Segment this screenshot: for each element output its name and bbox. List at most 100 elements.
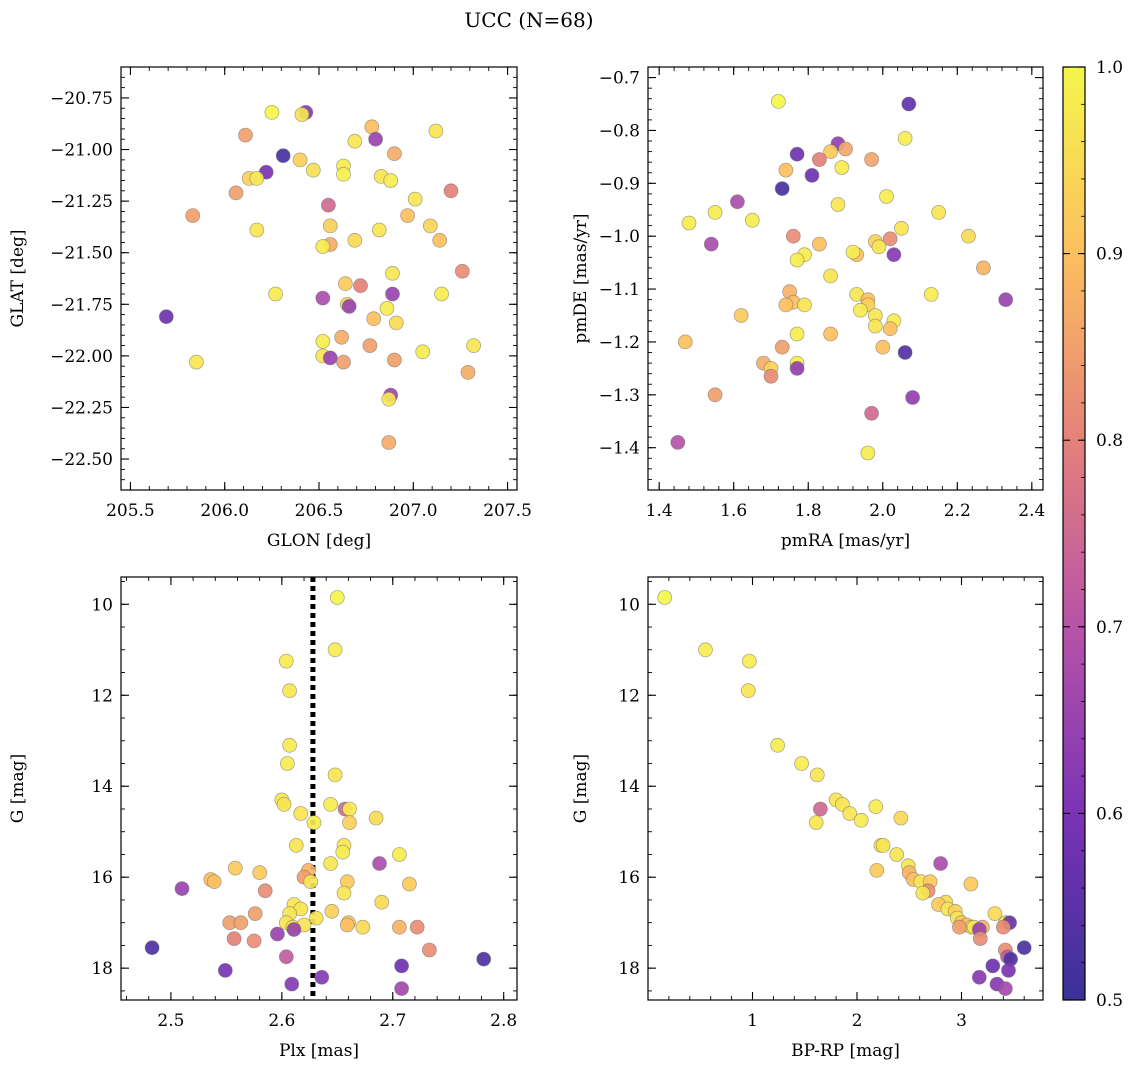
y-tick-label: −0.8 <box>599 121 640 141</box>
data-point <box>324 903 340 919</box>
data-point <box>707 387 723 403</box>
data-point <box>293 806 309 821</box>
scatter-points <box>144 590 492 996</box>
data-point <box>294 107 310 122</box>
plot-frame <box>647 576 1044 1001</box>
data-point <box>366 311 382 327</box>
y-tick-label: 12 <box>91 686 113 706</box>
data-point <box>335 844 351 860</box>
data-point <box>385 265 400 281</box>
colorbar-tick-label: 0.6 <box>1096 804 1123 824</box>
x-tick-label: 2.4 <box>1018 501 1045 521</box>
data-point <box>339 917 355 933</box>
x-axis-label: BP-RP [mag] <box>791 1041 900 1061</box>
y-axis-label: pmDE [mas/yr] <box>571 213 591 343</box>
data-point <box>264 105 280 120</box>
data-point <box>853 812 869 828</box>
y-tick-label: 18 <box>91 959 113 979</box>
y-tick-label: −1.1 <box>599 280 640 300</box>
data-point <box>342 815 357 830</box>
x-tick-label: 2 <box>852 1011 863 1031</box>
data-point <box>454 263 470 279</box>
plot-frame <box>120 66 518 491</box>
y-tick-label: −21.75 <box>50 295 113 315</box>
data-point <box>1001 963 1016 978</box>
colorbar-tick-label: 1.0 <box>1096 58 1123 78</box>
data-point <box>282 737 298 753</box>
data-point <box>434 286 450 302</box>
data-point <box>742 653 757 669</box>
data-point <box>707 204 723 220</box>
data-point <box>327 642 343 658</box>
data-point <box>323 797 339 812</box>
y-tick-label: −22.50 <box>50 450 113 470</box>
data-point <box>733 308 749 323</box>
data-point <box>998 981 1013 996</box>
data-point <box>374 894 390 910</box>
x-axis-ticks: 2.5 2.6 2.7 2.8 <box>126 577 517 1031</box>
data-point <box>144 940 160 956</box>
data-point <box>158 309 174 325</box>
y-axis-label: G [mag] <box>8 754 28 823</box>
data-point <box>246 933 262 949</box>
data-point <box>985 958 1001 974</box>
data-point <box>778 297 794 313</box>
data-point <box>976 260 991 276</box>
data-point <box>368 131 384 147</box>
data-point <box>771 94 786 109</box>
data-point <box>763 368 779 384</box>
y-tick-label: −22.25 <box>50 398 113 418</box>
data-point <box>670 434 686 450</box>
x-tick-label: 3 <box>956 1011 967 1031</box>
panel-1: 205.5 206.0 206.5 207.0 207.5 −20.75 −21.00 −21… <box>8 66 532 551</box>
data-point <box>315 239 331 254</box>
data-point <box>875 339 891 355</box>
data-point <box>864 405 879 421</box>
x-tick-label: 2.5 <box>157 1011 184 1031</box>
x-axis-ticks: 1 2 3 <box>647 577 1025 1031</box>
data-point <box>931 204 947 220</box>
data-point <box>381 391 397 407</box>
y-tick-label: −0.7 <box>599 69 640 89</box>
data-point <box>882 321 898 337</box>
data-point <box>206 874 222 890</box>
y-tick-label: −1.0 <box>599 227 640 247</box>
data-point <box>812 236 827 252</box>
y-axis-ticks: −0.7 −0.8 −0.9 −1.0 −1.1 −1.2 −1.3 −1.4 <box>599 69 1043 480</box>
data-point <box>657 590 673 605</box>
x-tick-label: 1 <box>747 1011 758 1031</box>
data-point <box>797 297 812 313</box>
data-point <box>386 352 402 368</box>
data-point <box>905 390 920 405</box>
data-point <box>1016 940 1032 956</box>
data-point <box>823 326 838 342</box>
x-axis-label: pmRA [mas/yr] <box>781 531 910 551</box>
data-point <box>320 197 336 213</box>
data-point <box>794 756 809 771</box>
data-point <box>740 683 756 699</box>
x-tick-label: 207.0 <box>389 501 438 521</box>
y-tick-label: 14 <box>618 777 640 797</box>
data-point <box>774 339 790 355</box>
y-tick-label: 16 <box>618 868 640 888</box>
data-point <box>789 326 805 342</box>
data-point <box>337 276 353 292</box>
data-point <box>785 228 801 244</box>
y-tick-label: −0.9 <box>599 174 640 194</box>
data-point <box>407 191 423 207</box>
data-point <box>303 874 319 890</box>
data-point <box>894 220 909 236</box>
data-point <box>774 181 790 197</box>
data-point <box>174 881 190 896</box>
data-point <box>889 847 905 862</box>
data-point <box>963 876 979 892</box>
data-point <box>860 445 876 461</box>
data-point <box>385 286 400 302</box>
data-point <box>987 906 1003 921</box>
data-point <box>933 856 948 871</box>
data-point <box>383 173 399 188</box>
data-point <box>276 797 292 812</box>
data-point <box>812 152 827 167</box>
data-point <box>428 123 444 139</box>
